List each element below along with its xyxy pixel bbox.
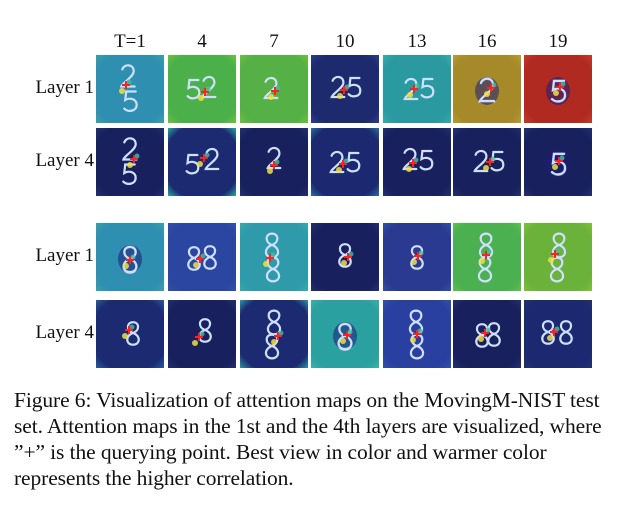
column-label-t5: 16 — [477, 31, 497, 52]
attention-map-tile — [453, 128, 521, 196]
attention-map-image — [524, 128, 592, 196]
attention-map-image — [168, 300, 236, 368]
attention-map-image — [311, 128, 379, 196]
attention-map-tile — [524, 55, 592, 123]
attention-map-tile — [453, 223, 521, 291]
column-label-t4: 13 — [407, 31, 427, 52]
attention-map-image — [311, 300, 379, 368]
attention-map-image — [524, 223, 592, 291]
attention-map-image — [383, 128, 451, 196]
attention-map-tile — [240, 128, 308, 196]
attention-map-tile — [383, 128, 451, 196]
attention-map-tile — [453, 300, 521, 368]
attention-map-tile — [524, 223, 592, 291]
attention-map-image — [96, 55, 164, 123]
attention-map-tile — [96, 300, 164, 368]
attention-map-image — [524, 55, 592, 123]
attention-map-image — [96, 300, 164, 368]
column-label-t1: 4 — [197, 31, 207, 52]
attention-map-image — [240, 128, 308, 196]
attention-map-tile — [168, 128, 236, 196]
attention-map-image — [311, 223, 379, 291]
attention-map-image — [453, 223, 521, 291]
attention-map-tile — [96, 128, 164, 196]
attention-map-tile — [168, 223, 236, 291]
attention-map-tile — [311, 55, 379, 123]
attention-map-tile — [96, 223, 164, 291]
row-label: Layer 4 — [35, 322, 94, 343]
attention-map-tile — [383, 55, 451, 123]
attention-map-tile — [240, 300, 308, 368]
attention-map-image — [168, 223, 236, 291]
figure-caption: Figure 6: Visualization of attention map… — [14, 388, 602, 490]
column-label-t3: 10 — [335, 31, 355, 52]
attention-map-image — [240, 300, 308, 368]
attention-map-tile — [311, 223, 379, 291]
row-label: Layer 1 — [35, 245, 94, 266]
attention-map-tile — [240, 223, 308, 291]
column-label-t2: 7 — [269, 31, 279, 52]
attention-map-tile — [524, 300, 592, 368]
attention-map-image — [96, 223, 164, 291]
row-label: Layer 1 — [35, 77, 94, 98]
attention-map-tile — [240, 55, 308, 123]
attention-map-image — [383, 55, 451, 123]
attention-map-image — [524, 300, 592, 368]
attention-map-image — [240, 55, 308, 123]
attention-map-image — [311, 55, 379, 123]
attention-map-image — [240, 223, 308, 291]
column-label-t0: T=1 — [114, 31, 146, 52]
attention-map-image — [383, 223, 451, 291]
attention-map-tile — [168, 55, 236, 123]
attention-map-image — [453, 300, 521, 368]
attention-map-image — [168, 55, 236, 123]
attention-map-image — [383, 300, 451, 368]
attention-map-tile — [311, 300, 379, 368]
attention-map-image — [168, 128, 236, 196]
attention-map-tile — [96, 55, 164, 123]
attention-map-image — [96, 128, 164, 196]
attention-map-tile — [383, 300, 451, 368]
attention-map-tile — [311, 128, 379, 196]
attention-map-tile — [524, 128, 592, 196]
attention-map-tile — [168, 300, 236, 368]
attention-map-image — [453, 55, 521, 123]
attention-map-image — [453, 128, 521, 196]
attention-map-tile — [453, 55, 521, 123]
attention-map-tile — [383, 223, 451, 291]
row-label: Layer 4 — [35, 150, 94, 171]
column-label-t6: 19 — [548, 31, 568, 52]
